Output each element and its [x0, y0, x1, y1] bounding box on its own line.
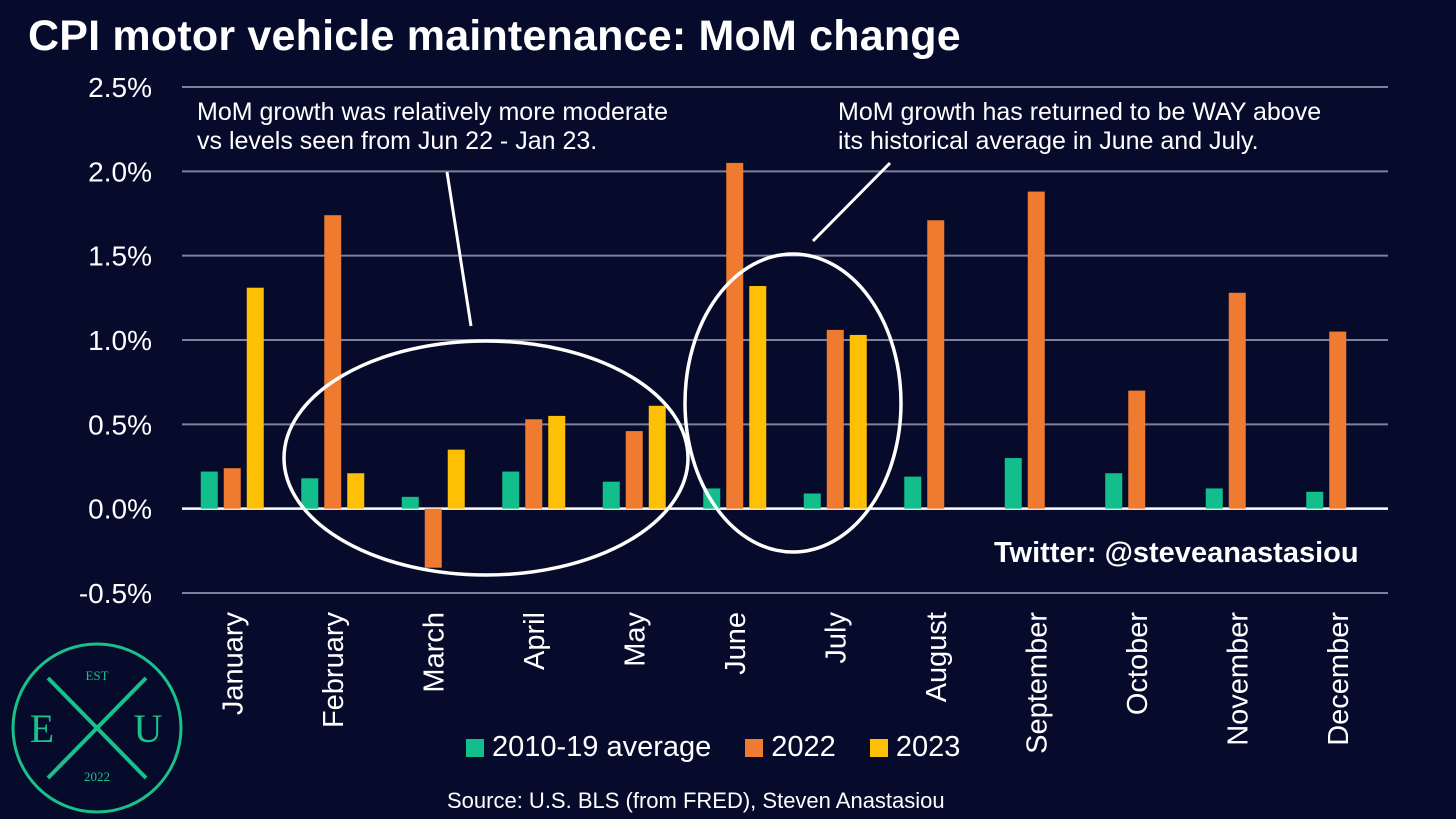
highlight-ellipse-jun-jul: [683, 252, 903, 554]
bar: [324, 215, 342, 509]
x-tick-label: June: [720, 612, 752, 675]
bar: [1027, 191, 1045, 509]
annotation-right-line1: MoM growth has returned to be WAY above: [838, 98, 1322, 126]
exu-logo: EST E U 2022: [11, 642, 183, 814]
bar: [548, 415, 566, 509]
legend-swatch-2022: [745, 738, 764, 757]
y-tick-label: 0.0%: [88, 494, 152, 525]
x-tick-label: August: [921, 612, 953, 702]
bar: [849, 334, 867, 509]
y-tick-label: 2.0%: [88, 156, 152, 187]
legend-swatch-2023: [869, 738, 888, 757]
bar: [749, 286, 767, 509]
bar: [1228, 292, 1246, 509]
bar: [1205, 488, 1223, 509]
bar: [347, 473, 365, 509]
bar: [602, 481, 620, 509]
legend-label-2022: 2022: [771, 731, 836, 763]
bar: [726, 162, 744, 509]
bar: [502, 471, 520, 509]
bar: [927, 220, 945, 509]
x-tick-label: October: [1122, 612, 1154, 715]
legend-label-2023: 2023: [895, 731, 961, 763]
bar: [401, 496, 419, 509]
x-tick-label: February: [318, 612, 350, 729]
bar: [200, 471, 218, 509]
bar: [1128, 390, 1146, 509]
highlight-ellipse-feb-may: [282, 339, 690, 577]
y-tick-label: 1.0%: [88, 325, 152, 356]
x-tick-label: September: [1021, 612, 1053, 754]
bar: [803, 493, 821, 509]
y-tick-label: 2.5%: [88, 72, 152, 103]
x-tick-label: January: [217, 612, 249, 716]
bar: [246, 287, 264, 509]
x-tick-label: May: [619, 612, 651, 667]
bar: [1306, 491, 1324, 509]
bar: [525, 419, 543, 509]
x-tick-label: April: [519, 612, 551, 670]
x-tick-label: March: [418, 612, 450, 693]
x-tick-label: July: [820, 612, 852, 664]
logo-ring: [11, 642, 183, 814]
bar: [1105, 473, 1123, 509]
bar: [904, 476, 922, 509]
bar: [648, 405, 666, 509]
logo-year: 2022: [84, 769, 110, 784]
source-note: Source: U.S. BLS (from FRED), Steven Ana…: [447, 788, 945, 813]
legend-label-avg: 2010-19 average: [492, 731, 712, 763]
annotation-right-line2: its historical average in June and July.: [838, 127, 1259, 155]
annotation-left-line1: MoM growth was relatively more moderate: [197, 98, 668, 126]
legend: 2010-19 average 2022 2023: [466, 731, 960, 764]
bar: [625, 431, 643, 509]
bar: [1329, 331, 1347, 509]
annotation-pointer-right: [811, 161, 892, 243]
annotation-left-line2: vs levels seen from Jun 22 - Jan 23.: [197, 127, 598, 155]
y-tick-label: 0.5%: [88, 409, 152, 440]
bar: [223, 468, 241, 509]
bar: [424, 508, 442, 568]
annotation-left: MoM growth was relatively more moderate …: [197, 98, 668, 156]
chart-title: CPI motor vehicle maintenance: MoM chang…: [28, 12, 961, 60]
bar: [447, 449, 465, 509]
logo-letter-u: U: [134, 706, 163, 751]
logo-cross-b: [46, 676, 148, 780]
bar: [826, 329, 844, 509]
y-tick-label: -0.5%: [79, 578, 152, 609]
annotation-pointer-left: [445, 171, 473, 327]
bar: [301, 478, 319, 509]
legend-item-2023: 2023: [869, 731, 961, 764]
logo-est: EST: [85, 668, 108, 683]
legend-item-2022: 2022: [745, 731, 836, 764]
annotation-right: MoM growth has returned to be WAY above …: [838, 98, 1321, 156]
twitter-handle: Twitter: @steveanastasiou: [994, 537, 1359, 569]
legend-item-avg: 2010-19 average: [466, 731, 711, 764]
y-tick-label: 1.5%: [88, 241, 152, 272]
bar: [1004, 458, 1022, 509]
x-tick-label: December: [1323, 612, 1355, 746]
x-tick-label: November: [1222, 612, 1254, 746]
logo-letter-e: E: [30, 706, 54, 751]
legend-swatch-avg: [466, 738, 484, 757]
